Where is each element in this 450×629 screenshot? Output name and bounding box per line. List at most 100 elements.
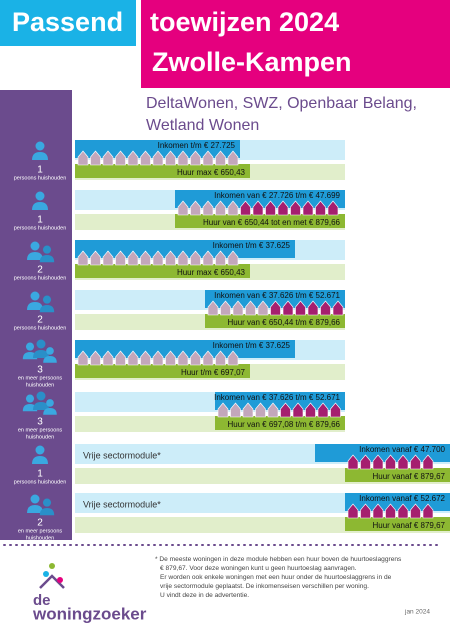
subtitle: DeltaWonen, SWZ, Openbaar Belang, bbox=[146, 95, 417, 112]
house-icon bbox=[265, 200, 276, 216]
person-icon bbox=[32, 152, 48, 160]
house-icon bbox=[215, 350, 226, 366]
house-icon bbox=[190, 200, 201, 216]
house-icon bbox=[190, 150, 201, 166]
person-icon bbox=[43, 356, 57, 363]
household-count: 3 bbox=[37, 417, 43, 428]
rent-bar bbox=[75, 364, 250, 378]
household-label: huishouden bbox=[26, 535, 54, 541]
rent-bar bbox=[345, 468, 450, 482]
person-icon bbox=[25, 394, 35, 403]
house-icon bbox=[422, 503, 434, 519]
person-icon bbox=[25, 342, 35, 351]
income-bar bbox=[345, 493, 450, 511]
rent-label: Huur t/m € 697,07 bbox=[181, 368, 246, 377]
household-count: 2 bbox=[37, 265, 43, 276]
house-icon bbox=[410, 454, 421, 470]
house-icon bbox=[90, 150, 101, 166]
house-icon bbox=[77, 250, 89, 266]
house-icon bbox=[330, 402, 341, 418]
house-icon bbox=[77, 350, 89, 366]
house-icon bbox=[290, 200, 301, 216]
house-icon bbox=[165, 150, 176, 166]
rent-bar bbox=[345, 517, 450, 531]
house-icon bbox=[177, 250, 189, 266]
person-icon bbox=[35, 445, 45, 455]
income-label: Inkomen vanaf € 52.672 bbox=[359, 494, 445, 503]
house-icon bbox=[302, 200, 314, 216]
house-icon bbox=[217, 402, 229, 418]
person-icon bbox=[33, 350, 49, 358]
house-icon bbox=[152, 250, 164, 266]
house-icon bbox=[77, 150, 89, 166]
house-icon bbox=[227, 350, 239, 366]
household-label: persoons huishouden bbox=[14, 175, 67, 181]
title-box-magenta bbox=[141, 0, 450, 88]
logo-icon bbox=[39, 563, 65, 589]
income-label: Inkomen vanaf € 47.700 bbox=[359, 445, 445, 454]
person-icon bbox=[46, 347, 54, 355]
house-icon bbox=[165, 350, 176, 366]
person-icon bbox=[35, 191, 45, 201]
rent-bar bbox=[215, 416, 345, 430]
income-label: Inkomen van € 37.626 t/m € 52.671 bbox=[214, 393, 340, 402]
person-icon bbox=[43, 408, 57, 415]
house-icon bbox=[315, 200, 326, 216]
house-icon bbox=[152, 150, 164, 166]
subtitle: Wetland Wonen bbox=[146, 117, 259, 134]
person-icon bbox=[36, 339, 46, 349]
footnote: € 879,67. Voor deze woningen kunt u geen… bbox=[160, 565, 357, 572]
rent-label: Huur max € 650,43 bbox=[177, 268, 246, 277]
income-bar bbox=[75, 240, 295, 258]
person-icon bbox=[27, 252, 43, 260]
footnote: * De meeste woningen in deze module hebb… bbox=[155, 556, 402, 563]
rent-label: Huur vanaf € 879,67 bbox=[373, 521, 446, 530]
date: jan 2024 bbox=[404, 609, 430, 616]
household-label: persoons huishouden bbox=[14, 275, 67, 281]
rent-label: Huur vanaf € 879,67 bbox=[373, 472, 446, 481]
house-icon bbox=[215, 150, 226, 166]
house-icon bbox=[232, 300, 244, 316]
income-bar bbox=[75, 140, 240, 158]
house-icon bbox=[202, 250, 214, 266]
house-icon bbox=[102, 250, 114, 266]
household-count: 3 bbox=[37, 365, 43, 376]
income-bar bbox=[175, 190, 345, 208]
house-icon bbox=[397, 503, 409, 519]
house-icon bbox=[317, 402, 329, 418]
house-icon bbox=[115, 350, 126, 366]
house-icon bbox=[372, 503, 384, 519]
person-icon bbox=[36, 391, 46, 401]
house-icon bbox=[202, 350, 214, 366]
person-icon bbox=[30, 291, 40, 301]
house-icon bbox=[307, 300, 319, 316]
income-label: Inkomen t/m € 37.625 bbox=[213, 341, 291, 350]
house-icon bbox=[177, 200, 189, 216]
person-icon bbox=[42, 498, 52, 507]
house-icon bbox=[152, 350, 164, 366]
person-icon bbox=[32, 456, 48, 464]
person-icon bbox=[46, 399, 54, 407]
income-label: Inkomen van € 27.726 t/m € 47.699 bbox=[214, 191, 340, 200]
house-icon bbox=[267, 402, 279, 418]
house-icon bbox=[255, 402, 266, 418]
household-label: huishouden bbox=[26, 382, 54, 388]
house-icon bbox=[215, 200, 226, 216]
income-bar bbox=[75, 340, 295, 358]
house-icon bbox=[220, 300, 231, 316]
house-icon bbox=[270, 300, 281, 316]
rent-label: Huur van € 697,08 t/m € 879,66 bbox=[227, 420, 340, 429]
income-label: Inkomen van € 37.626 t/m € 52.671 bbox=[214, 291, 340, 300]
rent-bar bbox=[75, 264, 250, 278]
house-icon bbox=[127, 350, 139, 366]
house-icon bbox=[127, 250, 139, 266]
rent-bar bbox=[175, 214, 345, 228]
person-icon bbox=[32, 202, 48, 210]
household-label: persoons huishouden bbox=[14, 325, 67, 331]
household-count: 1 bbox=[37, 165, 43, 176]
logo-text: woningzoeker bbox=[32, 604, 147, 623]
person-icon bbox=[39, 255, 55, 263]
house-icon bbox=[347, 503, 359, 519]
house-icon bbox=[102, 350, 114, 366]
house-icon bbox=[190, 250, 201, 266]
